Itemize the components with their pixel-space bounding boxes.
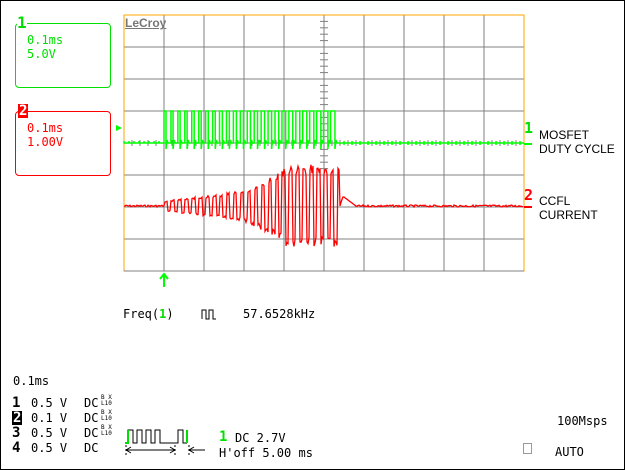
coupling-suffix: L10 bbox=[101, 415, 112, 422]
channel-setting-volts[interactable]: 0.5 V bbox=[31, 426, 68, 440]
ch2-label-line2: CURRENT bbox=[539, 208, 598, 222]
channel-2-scale: 1.00V bbox=[27, 135, 64, 149]
coupling-suffix: B X bbox=[101, 424, 112, 431]
channel-setting-coupling[interactable]: DC bbox=[84, 426, 99, 440]
ccfl-current-trace bbox=[123, 163, 524, 247]
channel-setting-number: 2 bbox=[12, 410, 23, 426]
trigger-status-indicator bbox=[523, 443, 532, 454]
mosfet-duty-cycle-trace bbox=[123, 110, 524, 150]
channel-2-number: 2 bbox=[18, 103, 29, 119]
channel-1-timebase: 0.1ms bbox=[27, 33, 64, 47]
sample-rate: 100Msps bbox=[557, 414, 608, 428]
measure-channel: 1 bbox=[159, 307, 167, 321]
ch1-label-line2: DUTY CYCLE bbox=[539, 142, 615, 156]
channel-1-number: 1 bbox=[17, 13, 27, 32]
coupling-suffix: B X bbox=[101, 394, 112, 401]
timebase-readout: 0.1ms bbox=[13, 374, 50, 388]
coupling-suffix: L10 bbox=[101, 400, 112, 407]
channel-setting-coupling[interactable]: DC bbox=[84, 411, 99, 425]
channel-setting-number: 1 bbox=[12, 395, 21, 411]
coupling-suffix: L10 bbox=[101, 430, 112, 437]
channel-setting-volts[interactable]: 0.1 V bbox=[31, 411, 68, 425]
channel-setting-volts[interactable]: 0.5 V bbox=[31, 441, 68, 455]
frequency-measurement: Freq(1) bbox=[123, 307, 174, 321]
channel-1-marker: 1 bbox=[524, 119, 534, 137]
frequency-value: 57.6528kHz bbox=[243, 307, 316, 321]
trigger-source: 1 bbox=[219, 429, 228, 445]
measure-suffix: ) bbox=[166, 307, 174, 321]
channel-setting-coupling[interactable]: DC bbox=[84, 441, 99, 455]
coupling-suffix: B X bbox=[101, 409, 112, 416]
ch2-label-line1: CCFL bbox=[539, 194, 571, 208]
trigger-level: DC 2.7V bbox=[235, 431, 286, 445]
channel-setting-number: 3 bbox=[12, 425, 21, 441]
channel-2-marker: 2 bbox=[524, 186, 534, 204]
channel-setting-number: 4 bbox=[12, 440, 21, 456]
trigger-mode[interactable]: AUTO bbox=[555, 445, 584, 459]
channel-2-box[interactable] bbox=[15, 111, 111, 176]
channel-1-box[interactable] bbox=[15, 23, 111, 88]
measure-label: Freq( bbox=[123, 307, 160, 321]
channel-setting-volts[interactable]: 0.5 V bbox=[31, 396, 68, 410]
lecroy-logo: LeCroy bbox=[125, 16, 167, 30]
channel-setting-coupling[interactable]: DC bbox=[84, 396, 99, 410]
pulse-icon bbox=[201, 309, 216, 320]
channel-2-timebase: 0.1ms bbox=[27, 121, 64, 135]
trigger-holdoff: H'off 5.00 ms bbox=[219, 446, 313, 460]
ch1-label-line1: MOSFET bbox=[539, 128, 589, 142]
channel-1-scale: 5.0V bbox=[27, 47, 56, 61]
trigger-position-arrow bbox=[159, 272, 169, 287]
trigger-pattern-icon bbox=[125, 429, 205, 455]
channel-1-offset-marker bbox=[116, 125, 122, 131]
